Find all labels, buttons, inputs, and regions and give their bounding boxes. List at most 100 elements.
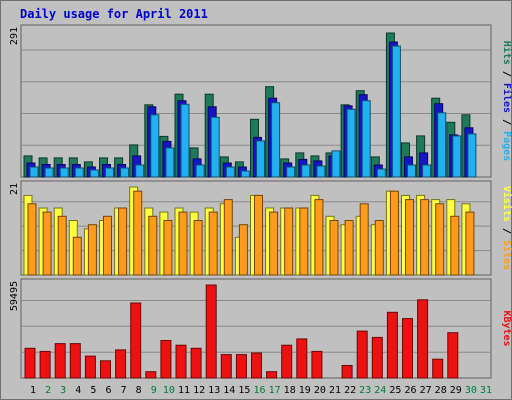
legend-entry: / <box>501 65 512 83</box>
bar-pages-day-18 <box>286 166 296 178</box>
x-tick-label-17: 17 <box>269 385 281 396</box>
bar-sites-day-20 <box>314 199 324 276</box>
bar-kbytes-day-13 <box>205 284 217 379</box>
bar-kbytes-day-26 <box>402 318 413 379</box>
legend-entry: / <box>501 222 512 240</box>
bar-pages-day-21 <box>331 150 341 178</box>
bar-pages-day-20 <box>316 165 326 178</box>
bar-pages-day-1 <box>29 166 39 178</box>
bar-sites-day-14 <box>223 199 233 276</box>
bar-pages-day-25 <box>391 45 401 178</box>
bar-kbytes-day-17 <box>266 371 278 379</box>
x-tick-label-4: 4 <box>75 385 81 396</box>
bar-sites-day-6 <box>103 215 112 276</box>
x-tick-label-27: 27 <box>420 385 432 396</box>
bar-kbytes-day-4 <box>69 343 81 379</box>
bar-pages-day-29 <box>452 135 462 178</box>
legend-entry: / <box>501 113 512 131</box>
bar-pages-day-19 <box>301 164 311 178</box>
bar-pages-day-11 <box>180 103 190 178</box>
y-max-labels: 291 21 59495 <box>9 27 20 311</box>
x-tick-label-24: 24 <box>374 385 386 396</box>
bar-kbytes-day-14 <box>220 354 232 379</box>
x-tick-label-15: 15 <box>238 385 250 396</box>
bar-sites-day-30 <box>465 211 475 276</box>
bar-kbytes-day-25 <box>386 311 398 379</box>
x-tick-label-26: 26 <box>404 385 416 396</box>
bar-sites-day-22 <box>344 220 354 276</box>
bar-kbytes-day-22 <box>341 365 353 379</box>
bar-sites-day-11 <box>178 211 188 276</box>
bar-pages-day-2 <box>44 167 54 178</box>
x-tick-label-12: 12 <box>193 385 205 396</box>
bar-pages-day-30 <box>467 133 477 178</box>
legends: Hits / Files / Pages Visits / Sites KBytes <box>501 41 512 347</box>
bar-sites-day-25 <box>389 190 399 276</box>
bar-pages-day-28 <box>437 112 447 178</box>
chart-title: Daily usage for April 2011 <box>20 7 208 21</box>
x-tick-label-25: 25 <box>389 385 401 396</box>
x-tick-label-14: 14 <box>223 385 235 396</box>
x-tick-labels: 1 2 3 4 5 6 7 8 9 10 11 12 13 14 15 16 17 18 19 20 21 22 23 24 2… <box>30 385 492 396</box>
bar-sites-day-16 <box>254 194 263 276</box>
bar-kbytes-day-10 <box>160 340 172 379</box>
bar-sites-day-12 <box>193 220 203 276</box>
x-tick-label-20: 20 <box>314 385 326 396</box>
bar-pages-day-3 <box>59 167 69 178</box>
bar-kbytes-day-24 <box>371 336 383 379</box>
bar-pages-day-14 <box>225 166 235 178</box>
bar-kbytes-day-20 <box>311 350 323 379</box>
x-tick-label-11: 11 <box>178 385 190 396</box>
x-tick-label-31: 31 <box>480 385 492 396</box>
bar-pages-day-13 <box>210 116 220 178</box>
legend-kbytes: KBytes <box>501 310 512 346</box>
bar-kbytes-day-12 <box>190 347 202 379</box>
x-tick-label-3: 3 <box>60 385 66 396</box>
bar-pages-day-27 <box>422 164 432 178</box>
x-tick-label-21: 21 <box>329 385 341 396</box>
legend-visits-sites: Visits / Sites <box>501 186 512 270</box>
bar-sites-day-19 <box>299 207 309 276</box>
bar-sites-day-8 <box>133 190 143 276</box>
x-tick-label-13: 13 <box>208 385 220 396</box>
x-tick-label-2: 2 <box>45 385 51 396</box>
x-tick-label-18: 18 <box>284 385 296 396</box>
x-tick-label-19: 19 <box>299 385 311 396</box>
bar-pages-day-7 <box>120 167 130 178</box>
bar-kbytes-day-27 <box>417 299 429 379</box>
x-tick-label-30: 30 <box>465 385 477 396</box>
legend-entry: Sites <box>501 240 512 270</box>
bar-sites-day-28 <box>435 203 445 276</box>
bar-sites-day-27 <box>420 199 430 276</box>
bar-pages-day-23 <box>361 100 371 178</box>
bar-kbytes-day-23 <box>356 330 368 379</box>
x-tick-label-5: 5 <box>90 385 96 396</box>
x-tick-label-1: 1 <box>30 385 36 396</box>
bar-kbytes-day-16 <box>251 352 262 379</box>
x-tick-label-7: 7 <box>121 385 127 396</box>
bar-kbytes-day-7 <box>115 349 127 379</box>
bar-sites-day-29 <box>450 215 460 276</box>
bar-kbytes-day-6 <box>100 360 111 379</box>
bar-kbytes-day-28 <box>432 358 444 379</box>
x-tick-label-29: 29 <box>450 385 462 396</box>
bar-pages-day-6 <box>105 167 114 178</box>
bar-pages-day-26 <box>407 164 416 178</box>
bar-pages-day-24 <box>376 168 386 178</box>
bar-kbytes-day-19 <box>296 338 308 379</box>
legend-entry: Files <box>501 83 512 113</box>
bars <box>23 32 477 379</box>
bar-sites-day-1 <box>27 203 37 276</box>
legend-entry: KBytes <box>501 310 512 346</box>
bar-sites-day-10 <box>163 220 173 276</box>
bar-kbytes-day-5 <box>84 355 96 379</box>
bar-pages-day-9 <box>150 114 160 178</box>
bar-pages-day-5 <box>89 169 99 178</box>
x-tick-label-9: 9 <box>151 385 157 396</box>
y-max-label-hits-files-pages: 291 <box>9 27 20 45</box>
x-tick-label-8: 8 <box>136 385 142 396</box>
y-max-label-visits-sites: 21 <box>9 183 20 195</box>
bar-kbytes-day-29 <box>447 332 459 379</box>
bar-sites-day-15 <box>238 224 248 276</box>
